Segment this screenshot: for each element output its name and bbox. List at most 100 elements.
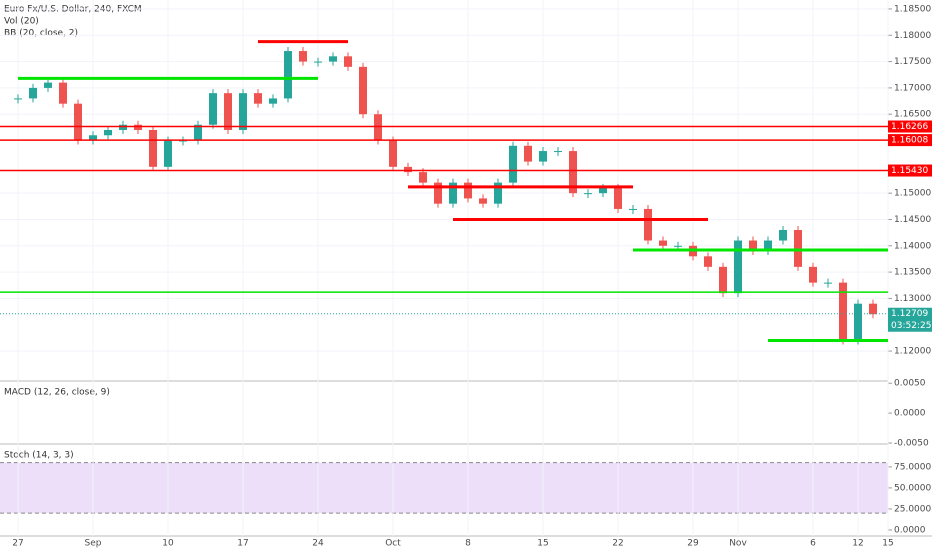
candle <box>644 208 652 241</box>
y-tick-label: 1.14500 <box>894 215 931 225</box>
y-tick-label: 1.18000 <box>894 31 931 41</box>
x-tick-label: 27 <box>12 539 23 549</box>
candle <box>269 98 277 104</box>
candle <box>569 151 577 194</box>
candle <box>554 151 562 153</box>
price-tag-label: 1.16008 <box>891 136 928 146</box>
y-tick-label: 1.13500 <box>894 268 931 278</box>
candle <box>539 151 547 162</box>
x-tick-label: 22 <box>612 539 623 549</box>
price-tag-label: 1.12709 <box>891 309 928 319</box>
candle <box>374 114 382 141</box>
candle <box>719 266 727 294</box>
candle <box>674 245 682 247</box>
candle <box>524 145 532 162</box>
price-tag <box>888 307 932 332</box>
candle <box>224 93 232 130</box>
candle <box>419 172 427 183</box>
candle <box>704 256 712 267</box>
candle <box>254 93 262 104</box>
candle <box>839 282 847 341</box>
y-tick-label: 1.14000 <box>894 241 931 251</box>
candle <box>329 56 337 62</box>
candle <box>134 124 142 130</box>
y-tick-label: 1.17500 <box>894 57 931 67</box>
candle <box>299 51 307 62</box>
countdown: 03:52:25 <box>891 321 931 331</box>
candle <box>479 198 487 204</box>
candle <box>119 124 127 130</box>
price-tag-label: 1.16266 <box>891 122 928 132</box>
candle <box>869 303 877 315</box>
candle <box>314 61 322 63</box>
x-tick-label: 15 <box>537 539 548 549</box>
y-tick-label: 1.18500 <box>894 4 931 14</box>
stoch-band <box>0 462 888 514</box>
candle <box>239 93 247 130</box>
x-tick-label: 8 <box>465 539 471 549</box>
candle <box>614 187 622 209</box>
candle <box>209 93 217 125</box>
candle <box>794 230 802 267</box>
y-tick-label: 0.0000 <box>894 525 926 535</box>
x-tick-label: 6 <box>810 539 816 549</box>
candle <box>659 240 667 246</box>
stoch-title: Stoch (14, 3, 3) <box>4 451 74 461</box>
y-tick-label: 1.17000 <box>894 83 931 93</box>
candle <box>44 82 52 88</box>
price-tag <box>888 120 932 133</box>
price-tag <box>888 164 932 177</box>
x-tick-label: 10 <box>162 539 174 549</box>
y-tick-label: 1.15000 <box>894 189 931 199</box>
x-tick-label: 12 <box>852 539 863 549</box>
candle <box>734 240 742 294</box>
candle <box>494 182 502 204</box>
candle <box>59 82 67 104</box>
x-tick-label: Sep <box>85 539 102 549</box>
candle <box>824 282 832 284</box>
y-tick-label: 25.0000 <box>894 504 931 514</box>
x-tick-label: 17 <box>237 539 248 549</box>
candle <box>584 193 592 195</box>
y-tick-label: 1.16500 <box>894 110 931 120</box>
y-tick-label: 1.13000 <box>894 294 931 304</box>
candle <box>749 240 757 252</box>
x-tick-label: 24 <box>312 539 324 549</box>
candle <box>359 66 367 115</box>
candle <box>179 140 187 142</box>
x-tick-label: Oct <box>385 539 401 549</box>
candle <box>434 182 442 204</box>
y-tick-label: 0.0050 <box>894 379 926 389</box>
candle <box>89 135 97 141</box>
candle <box>599 187 607 194</box>
chart-title: Euro Fx/U.S. Dollar, 240, FXCM <box>4 5 142 15</box>
macd-title: MACD (12, 26, close, 9) <box>4 388 110 398</box>
candle <box>404 166 412 173</box>
candle <box>764 240 772 252</box>
price-tag-label: 1.15430 <box>891 166 928 176</box>
y-tick-label: 1.12000 <box>894 347 931 357</box>
candle <box>464 182 472 199</box>
candle <box>284 51 292 99</box>
candle <box>194 124 202 141</box>
candle <box>149 130 157 167</box>
candle <box>509 145 517 183</box>
candle <box>29 87 37 99</box>
y-tick-label: 75.0000 <box>894 462 931 472</box>
candle <box>74 103 82 141</box>
candle <box>389 140 397 167</box>
candle <box>164 140 172 167</box>
candle <box>779 230 787 241</box>
candle <box>449 182 457 204</box>
y-tick-label: -0.0050 <box>894 439 929 449</box>
x-tick-label: 29 <box>687 539 699 549</box>
candle <box>344 56 352 67</box>
candle <box>104 130 112 136</box>
price-tag <box>888 134 932 147</box>
candle <box>809 266 817 283</box>
indicator-label: Vol (20) <box>4 17 39 27</box>
candle <box>14 98 22 100</box>
candle <box>629 208 637 210</box>
